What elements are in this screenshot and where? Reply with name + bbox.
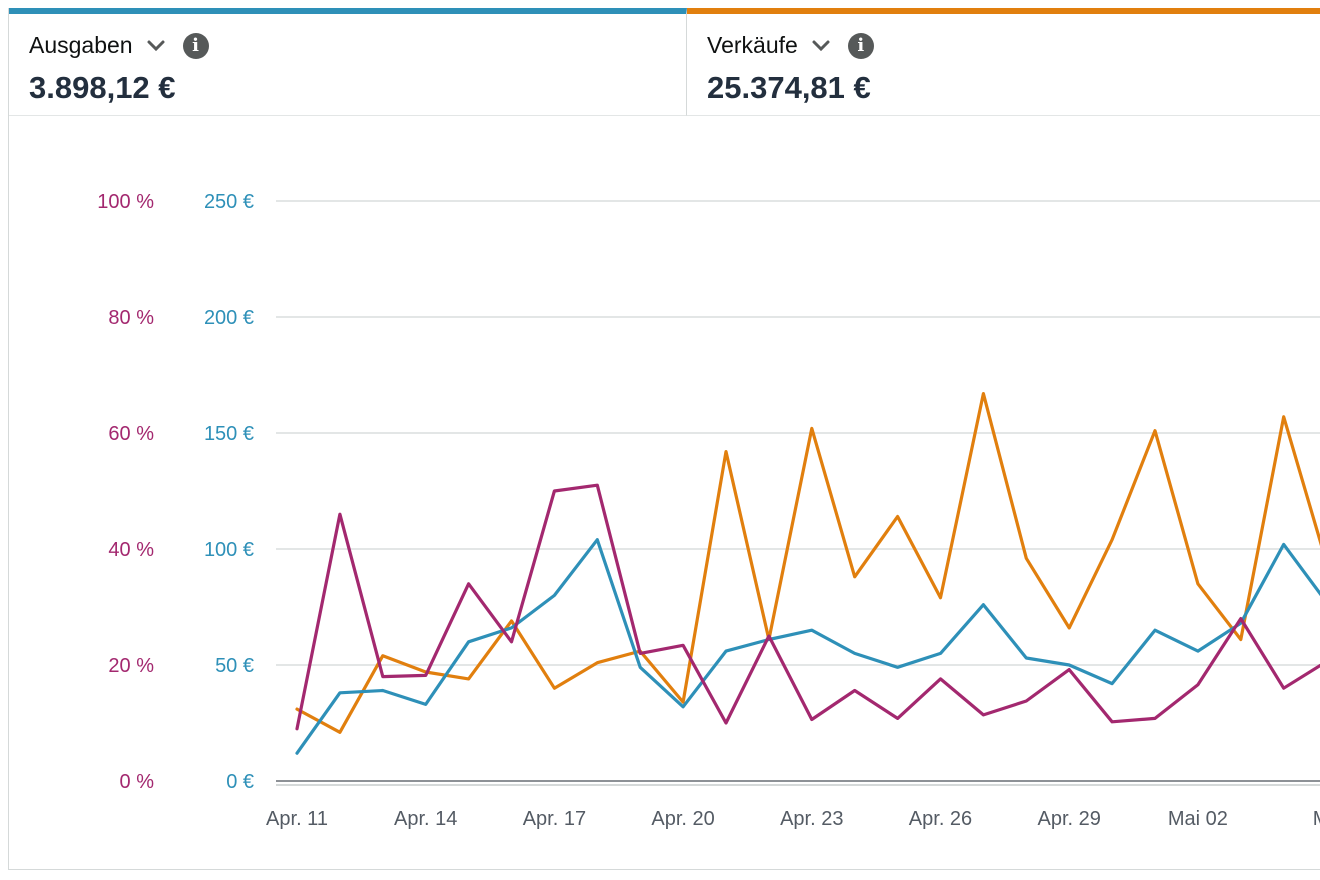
y-tick-label-pct: 80 %	[108, 307, 154, 329]
y-tick-label-pct: 20 %	[108, 655, 154, 677]
metric-value-sales: 25.374,81 €	[707, 70, 871, 105]
x-tick-label: Apr. 20	[651, 808, 714, 830]
metric-tile-sales[interactable]: Verkäufe i 25.374,81 €	[687, 8, 1320, 116]
info-icon[interactable]: i	[847, 32, 874, 59]
y-tick-label-eur: 250 €	[204, 191, 254, 213]
x-tick-label: Apr. 23	[780, 808, 843, 830]
y-tick-label-eur: 100 €	[204, 539, 254, 561]
y-tick-label-pct: 0 %	[120, 771, 155, 793]
y-tick-label-eur: 0 €	[226, 771, 254, 793]
y-tick-label-eur: 150 €	[204, 423, 254, 445]
x-tick-label: Apr. 26	[909, 808, 972, 830]
series-line-kennzahl-	[295, 483, 1320, 731]
y-tick-label-eur: 50 €	[215, 655, 254, 677]
series-line-ausgaben	[295, 538, 1320, 755]
x-tick-label: Ma	[1313, 808, 1320, 830]
y-tick-label-eur: 200 €	[204, 307, 254, 329]
x-tick-label: Apr. 29	[1038, 808, 1101, 830]
y-tick-label-pct: 40 %	[108, 539, 154, 561]
x-tick-label: Mai 02	[1168, 808, 1228, 830]
x-tick-label: Apr. 14	[394, 808, 457, 830]
info-icon[interactable]: i	[182, 32, 209, 59]
performance-card: Ausgaben i 3.898,12 € Verkäufe i 25.374,…	[8, 8, 1320, 870]
y-tick-label-pct: 60 %	[108, 423, 154, 445]
series-line-verkäufe	[295, 392, 1320, 734]
metric-label-sales: Verkäufe	[707, 32, 798, 58]
metric-label-spend: Ausgaben	[29, 32, 133, 58]
chevron-down-icon[interactable]	[810, 35, 832, 57]
x-tick-label: Apr. 17	[523, 808, 586, 830]
chevron-down-icon[interactable]	[145, 35, 167, 57]
y-tick-label-pct: 100 %	[97, 191, 154, 213]
x-tick-label: Apr. 11	[266, 808, 328, 830]
metric-tile-spend[interactable]: Ausgaben i 3.898,12 €	[9, 8, 687, 116]
metric-value-spend: 3.898,12 €	[29, 70, 176, 105]
